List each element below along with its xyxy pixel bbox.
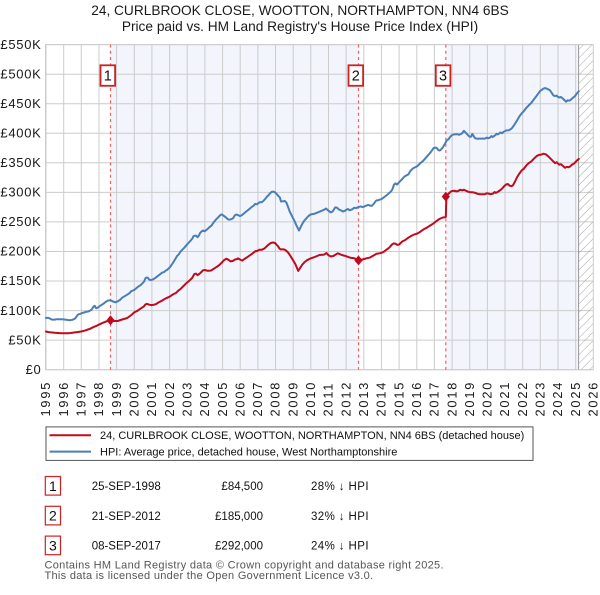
svg-text:£100K: £100K — [0, 303, 41, 318]
svg-text:1: 1 — [49, 478, 57, 494]
svg-text:3: 3 — [49, 537, 57, 553]
svg-text:£250K: £250K — [0, 214, 41, 229]
svg-text:2: 2 — [49, 508, 57, 524]
svg-text:25-SEP-1998: 25-SEP-1998 — [92, 481, 161, 493]
svg-text:2019: 2019 — [462, 381, 477, 417]
svg-text:2015: 2015 — [391, 381, 406, 417]
svg-text:2: 2 — [352, 69, 360, 85]
svg-text:2005: 2005 — [215, 381, 230, 417]
svg-text:HPI: Average price, detached h: HPI: Average price, detached house, West… — [100, 446, 397, 458]
svg-text:1999: 1999 — [109, 381, 124, 417]
svg-text:£84,500: £84,500 — [221, 481, 263, 493]
svg-text:08-SEP-2017: 08-SEP-2017 — [92, 541, 161, 553]
svg-text:2011: 2011 — [321, 382, 336, 417]
svg-text:£550K: £550K — [0, 37, 41, 52]
svg-text:32% ↓ HPI: 32% ↓ HPI — [311, 511, 369, 523]
svg-text:24, CURLBROOK CLOSE, WOOTTON,: 24, CURLBROOK CLOSE, WOOTTON, NORTHAMPTO… — [100, 430, 524, 442]
svg-text:2022: 2022 — [515, 381, 530, 417]
svg-text:2006: 2006 — [232, 381, 247, 417]
svg-text:2018: 2018 — [444, 381, 459, 417]
svg-text:1997: 1997 — [74, 381, 89, 417]
svg-text:1998: 1998 — [91, 381, 106, 417]
svg-text:2026: 2026 — [586, 381, 600, 417]
svg-text:21-SEP-2012: 21-SEP-2012 — [92, 511, 161, 523]
svg-text:£200K: £200K — [0, 244, 41, 259]
svg-text:2017: 2017 — [427, 381, 442, 417]
svg-text:1: 1 — [104, 69, 112, 85]
svg-text:2020: 2020 — [480, 381, 495, 417]
svg-text:£150K: £150K — [0, 273, 41, 288]
svg-text:£0: £0 — [26, 362, 42, 377]
svg-text:2000: 2000 — [127, 381, 142, 417]
svg-text:2013: 2013 — [356, 381, 371, 417]
svg-text:2012: 2012 — [338, 381, 353, 417]
svg-text:1995: 1995 — [38, 381, 53, 417]
svg-text:1996: 1996 — [56, 381, 71, 417]
svg-text:£50K: £50K — [8, 332, 41, 347]
svg-text:£350K: £350K — [0, 155, 41, 170]
svg-text:2016: 2016 — [409, 381, 424, 417]
svg-text:2008: 2008 — [268, 381, 283, 417]
svg-text:2004: 2004 — [197, 381, 212, 417]
svg-text:This data is licensed under th: This data is licensed under the Open Gov… — [45, 570, 374, 582]
svg-text:2002: 2002 — [162, 381, 177, 417]
svg-text:Price paid vs. HM Land Registr: Price paid vs. HM Land Registry's House … — [122, 19, 478, 34]
svg-text:2014: 2014 — [374, 381, 389, 417]
svg-text:2025: 2025 — [568, 381, 583, 417]
svg-text:2009: 2009 — [285, 381, 300, 417]
svg-text:2001: 2001 — [144, 381, 159, 417]
svg-text:£450K: £450K — [0, 96, 41, 111]
svg-text:28% ↓ HPI: 28% ↓ HPI — [311, 481, 369, 493]
svg-text:2021: 2021 — [497, 381, 512, 417]
svg-text:2003: 2003 — [179, 381, 194, 417]
svg-text:24% ↓ HPI: 24% ↓ HPI — [311, 541, 369, 553]
svg-text:£500K: £500K — [0, 66, 41, 81]
svg-text:3: 3 — [439, 69, 447, 85]
svg-text:2023: 2023 — [533, 381, 548, 417]
svg-text:2010: 2010 — [303, 381, 318, 417]
svg-text:£292,000: £292,000 — [215, 541, 263, 553]
svg-text:£300K: £300K — [0, 185, 41, 200]
svg-text:2024: 2024 — [550, 381, 565, 417]
svg-text:24, CURLBROOK CLOSE, WOOTTON,: 24, CURLBROOK CLOSE, WOOTTON, NORTHAMPTO… — [91, 3, 509, 18]
svg-text:£185,000: £185,000 — [215, 511, 263, 523]
svg-text:£400K: £400K — [0, 126, 41, 141]
svg-text:2007: 2007 — [250, 381, 265, 417]
